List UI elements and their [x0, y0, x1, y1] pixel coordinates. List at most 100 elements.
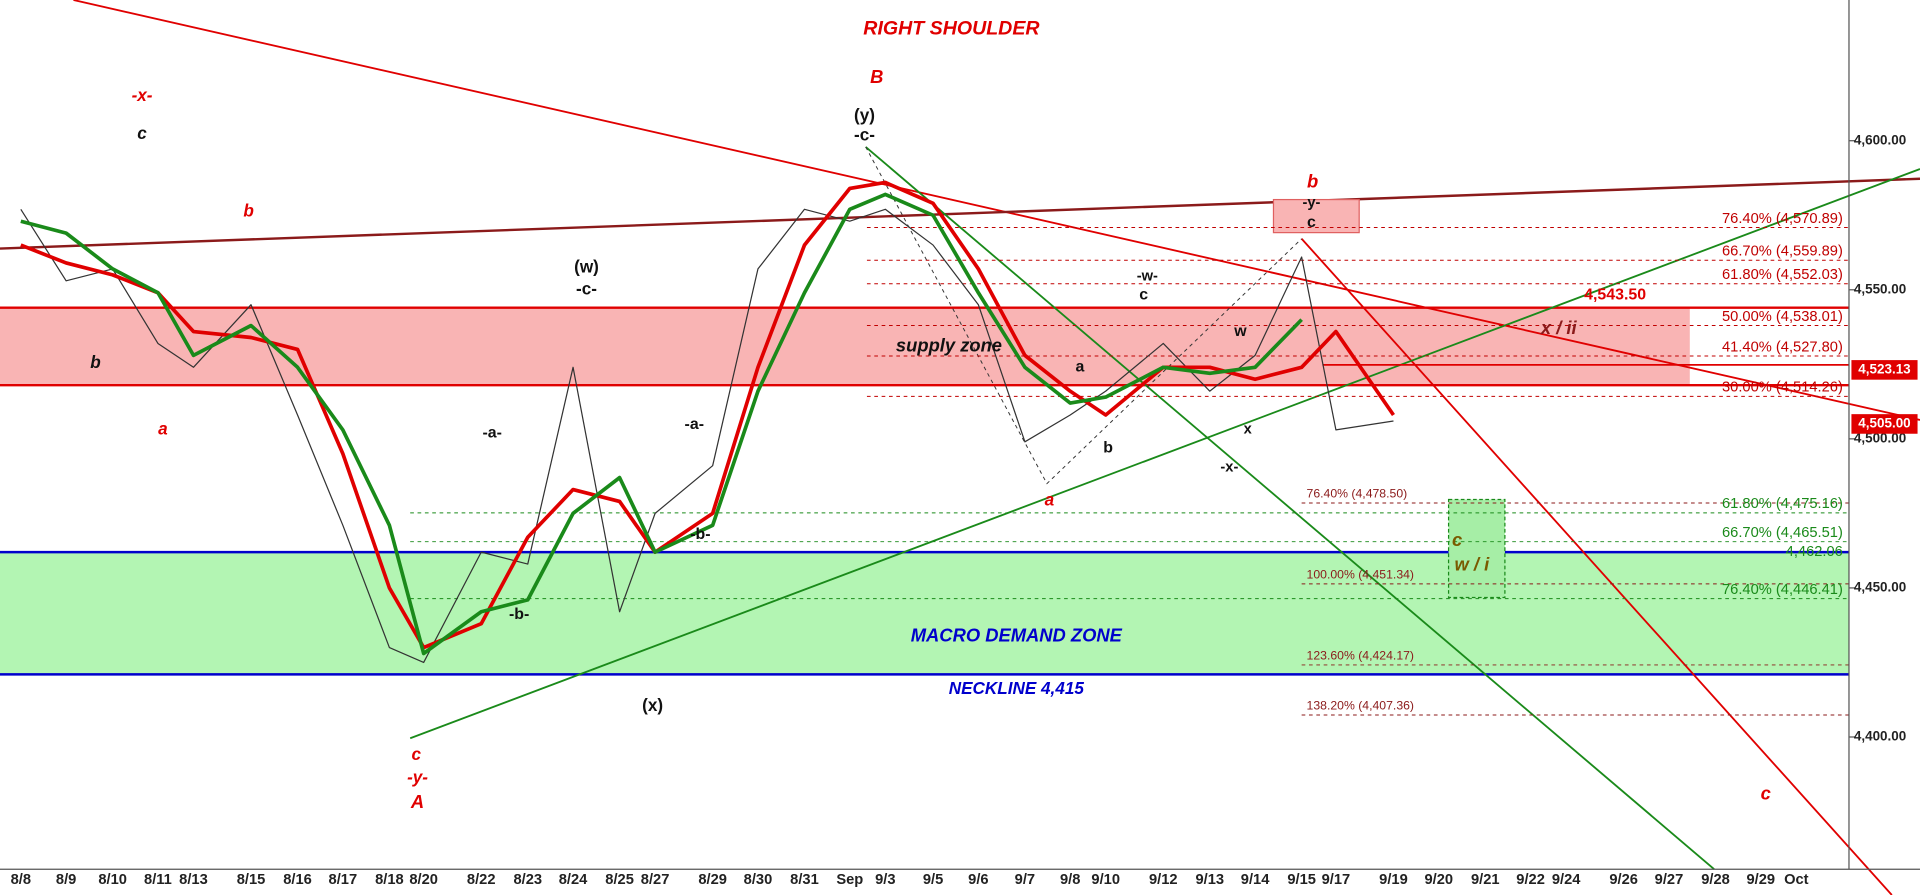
x-tick-label: 8/8: [11, 872, 31, 888]
price-tag-label: 4,505.00: [1858, 416, 1910, 431]
x-tick-label: 8/22: [467, 872, 496, 888]
x-tick-label: 8/25: [605, 872, 634, 888]
wave-label: c: [1761, 782, 1771, 803]
wave-label: x / ii: [1540, 317, 1578, 338]
zones: [0, 306, 1849, 676]
y-tick-label: 4,550.00: [1854, 281, 1906, 296]
price-tag: [1851, 360, 1918, 380]
wave-label: c: [412, 744, 422, 764]
x-tick-label: 8/16: [283, 872, 312, 888]
price-tag: [1851, 414, 1918, 434]
wave-label: RIGHT SHOULDER: [863, 18, 1039, 40]
wave-label: NECKLINE 4,415: [949, 678, 1085, 698]
wave-label: -x-: [1220, 460, 1238, 476]
x-tick-label: 9/21: [1471, 872, 1500, 888]
x-tick-label: 9/12: [1149, 872, 1178, 888]
x-tick-label: 9/8: [1060, 872, 1080, 888]
wave-label: c: [137, 123, 147, 143]
x-tick-label: 9/13: [1195, 872, 1224, 888]
fib-label: 138.20% (4,407.36): [1307, 699, 1414, 713]
x-tick-label: 9/20: [1424, 872, 1453, 888]
wave-label: c: [1452, 529, 1462, 550]
wave-label: b: [1103, 439, 1113, 456]
trend-line: [73, 0, 1920, 421]
series: [20, 180, 1395, 664]
x-tick-label: 8/18: [375, 872, 404, 888]
x-tick-label: 9/7: [1015, 872, 1035, 888]
wave-label: b: [90, 352, 100, 372]
wave-label: -a-: [483, 425, 502, 442]
wave-label: -b-: [509, 606, 529, 623]
fib-label: 66.70% (4,465.51): [1722, 525, 1843, 541]
annotations: supply zone MACRO DEMAND ZONE RIGHT SHOULD…: [90, 18, 1771, 812]
wave-label: -b-: [690, 526, 710, 543]
wave-label: -x-: [132, 85, 153, 105]
price-tag-label: 4,523.13: [1858, 361, 1910, 376]
x-tick-label: 8/30: [744, 872, 773, 888]
wave-label: (w): [574, 257, 599, 277]
wave-label: -y-: [407, 767, 428, 787]
wave-label: w: [1233, 323, 1247, 340]
x-tick-label: 9/22: [1516, 872, 1545, 888]
zone-label: MACRO DEMAND ZONE: [911, 625, 1123, 646]
x-tick-label: 9/3: [875, 872, 895, 888]
wave-label: -c-: [576, 279, 597, 299]
wave-label: a: [1045, 489, 1055, 509]
wave-label: x: [1244, 422, 1253, 438]
target-box: [1447, 498, 1506, 599]
wave-label: b: [243, 200, 253, 220]
x-tick-label: 8/13: [179, 872, 208, 888]
x-tick-label: 9/14: [1241, 872, 1270, 888]
axes: 8/8 8/9 8/10 8/11 8/13 8/15 8/16 8/17 8/18 8/20 8/…: [11, 132, 1918, 888]
x-tick-label: 9/19: [1379, 872, 1408, 888]
x-tick-label: 9/24: [1552, 872, 1581, 888]
wave-label: -w-: [1137, 269, 1158, 285]
y-tick-label: 4,450.00: [1854, 579, 1906, 594]
wave-label: w / i: [1454, 553, 1490, 574]
x-tick-label: 8/23: [513, 872, 542, 888]
wave-label: -c-: [854, 124, 875, 144]
y-tick-label: 4,600.00: [1854, 132, 1906, 147]
price-tag-label: 4,462.06: [1786, 544, 1843, 560]
x-tick-label: 9/28: [1701, 872, 1730, 888]
x-tick-label: 9/5: [923, 872, 943, 888]
wave-label: a: [158, 418, 168, 438]
x-tick-label: 9/6: [968, 872, 988, 888]
series-line: [20, 192, 1303, 656]
wave-label: b: [1307, 170, 1318, 191]
fib-label: 100.00% (4,451.34): [1307, 568, 1414, 582]
zone: [0, 307, 1690, 386]
fib-label: 76.40% (4,570.89): [1722, 211, 1843, 227]
fib-label: 61.80% (4,552.03): [1722, 267, 1843, 283]
x-tick-label: 9/10: [1091, 872, 1120, 888]
fib-label: 30.00% (4,514.26): [1722, 380, 1843, 396]
fib-label: 41.40% (4,527.80): [1722, 339, 1843, 355]
wave-label: c: [1139, 286, 1148, 303]
fib-label: 50.00% (4,538.01): [1722, 309, 1843, 325]
wave-label: c: [1307, 214, 1316, 231]
trend-line: [409, 168, 1920, 740]
fib-label: 123.60% (4,424.17): [1307, 649, 1414, 663]
wave-label: A: [410, 791, 424, 812]
x-tick-label: 8/29: [698, 872, 727, 888]
fib-label: 61.80% (4,475.16): [1722, 496, 1843, 512]
trend-line: [0, 177, 1920, 250]
x-tick-label: 8/31: [790, 872, 819, 888]
x-tick-label: 8/24: [559, 872, 588, 888]
x-tick-label: 8/11: [144, 872, 172, 888]
x-tick-label: 9/26: [1609, 872, 1638, 888]
x-tick-label: 8/10: [98, 872, 127, 888]
wave-path: [865, 146, 1302, 485]
x-tick-label: 8/15: [237, 872, 266, 888]
x-tick-label: 9/17: [1322, 872, 1351, 888]
wave-label: a: [1076, 359, 1085, 376]
wave-label: -a-: [685, 416, 704, 433]
trend-line: [865, 146, 1715, 870]
wave-label: B: [870, 66, 883, 87]
fib-label: 76.40% (4,446.41): [1722, 582, 1843, 598]
x-tick-label: 8/17: [329, 872, 358, 888]
x-tick-label: Sep: [836, 872, 863, 888]
